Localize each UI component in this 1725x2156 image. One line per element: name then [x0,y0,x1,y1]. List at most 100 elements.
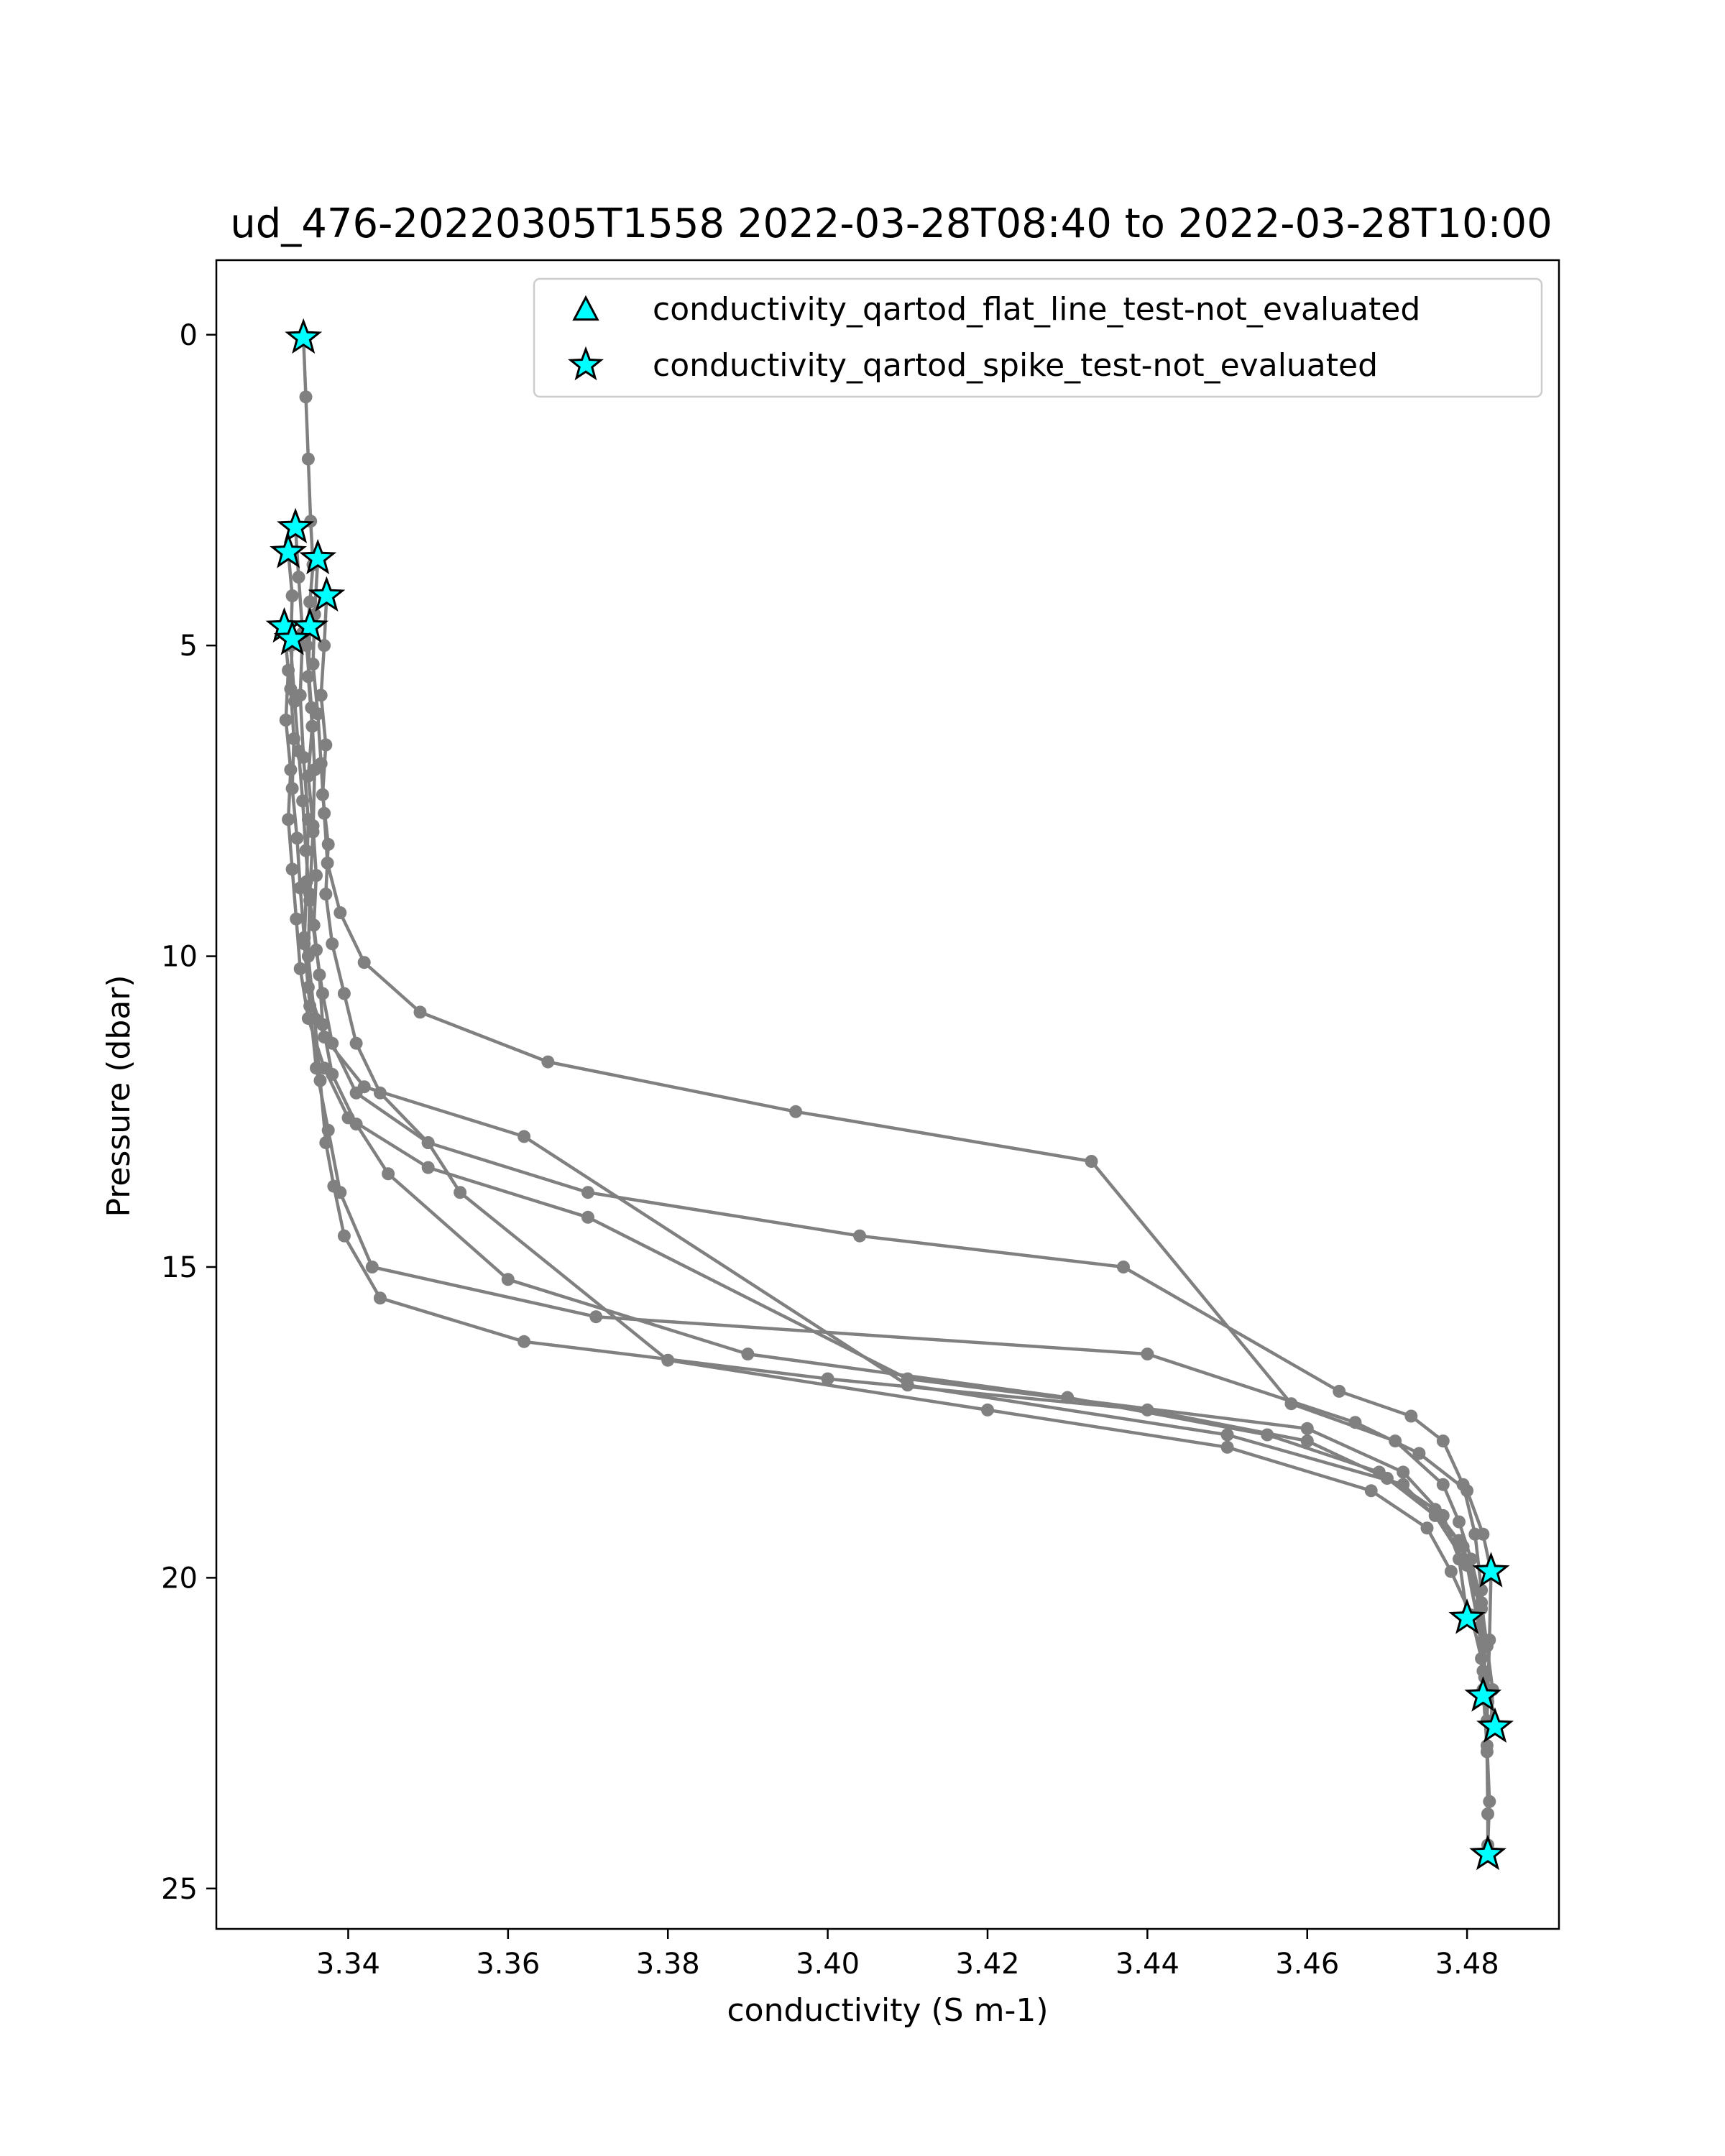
y-tick-label: 5 [180,630,198,663]
profile-point [1300,1422,1314,1435]
profile-point [292,745,305,758]
profile-point [541,1055,555,1069]
star-marker [299,538,337,575]
profile-point [382,1167,395,1181]
profile-point [1220,1440,1234,1454]
profile-point [421,1136,435,1149]
profile-point [284,682,298,696]
profile-point [303,595,317,609]
y-tick-label: 25 [161,1873,198,1906]
profile-point [1481,1807,1494,1820]
x-tick-label: 3.40 [796,1948,860,1981]
x-axis-ticks: 3.34 3.36 3.38 3.40 3.42 3.44 3.46 3.48 [316,1929,1499,1981]
profile-point [518,1130,531,1143]
star-marker [308,576,346,612]
profile-lines [277,331,1499,1858]
y-tick-label: 15 [161,1251,198,1284]
profile-point [321,837,335,851]
profile-point [318,1031,331,1044]
legend-label: conductivity_qartod_spike_test-not_evalu… [653,347,1378,384]
profile-point [1117,1261,1130,1273]
profile-point [1444,1565,1458,1578]
y-tick-label: 20 [161,1562,198,1595]
profile-point [1483,1795,1496,1808]
profile-point [901,1378,914,1392]
legend-entries: conductivity_qartod_flat_line_test-not_e… [568,291,1420,384]
profile-point [326,937,339,951]
profile-point [373,1291,387,1305]
profile-point [1453,1552,1466,1566]
profile-point [293,881,307,895]
profile-point [305,719,319,733]
profile-point [285,782,299,796]
profile-point [1220,1428,1234,1442]
legend-star-icon [568,346,604,381]
profile-point [581,1186,594,1199]
profile-point [1420,1521,1434,1535]
profile-point [1333,1384,1346,1398]
star-marker [273,619,311,655]
profile-point [421,1161,435,1174]
profile-point [337,987,351,1000]
profile-point [1364,1484,1378,1498]
plot-frame [215,259,1560,1930]
x-tick-label: 3.48 [1435,1948,1499,1981]
profile-line-5 [319,595,1490,1703]
profile-point [1478,1670,1491,1684]
x-axis-label: conductivity (S m-1) [727,1992,1048,2029]
profile-point [301,1012,315,1026]
profile-point [741,1348,755,1361]
profile-point [1453,1534,1466,1547]
star-marker [1472,1552,1510,1588]
profile-point [581,1210,594,1224]
profile-point [1389,1434,1402,1448]
profile-point [301,769,315,783]
profile-point [301,670,315,683]
profile-point [306,819,320,832]
profile-point [1061,1391,1075,1404]
profile-point [301,452,315,466]
legend-box [533,277,1543,398]
profile-point [789,1105,803,1118]
profile-point [1468,1527,1482,1541]
profile-point [316,987,329,1000]
profile-point [296,794,310,808]
profile-point [313,968,326,982]
x-tick-label: 3.36 [476,1948,540,1981]
profile-point [1085,1155,1098,1168]
profile-point [821,1372,834,1386]
profile-point [293,962,307,975]
profile-point [349,1118,363,1131]
profile-point [413,1005,427,1019]
profile-point [298,931,311,944]
star-marker [1448,1598,1486,1634]
star-marker [1476,1707,1514,1743]
star-marker [1469,1834,1506,1871]
profile-point [1261,1428,1274,1442]
profile-line-4 [311,558,1494,1727]
profile-point [285,862,299,876]
profile-point [357,1080,371,1094]
profile-point [1300,1434,1314,1448]
profile-line-2 [293,527,1493,1721]
profile-point [1480,1745,1494,1759]
y-tick-label: 0 [180,319,198,352]
profile-point [349,1036,363,1050]
profile-point [316,788,329,801]
profile-point [518,1335,531,1348]
star-marker [277,507,315,543]
profile-point [321,1123,335,1137]
profile-point [365,1261,379,1273]
profile-point [334,906,347,919]
y-tick-label: 10 [161,941,198,974]
profile-point [1397,1465,1410,1479]
y-axis-label: Pressure (dbar) [101,975,137,1217]
legend-triangle-icon [572,295,599,321]
profile-point [1141,1348,1154,1361]
profile-point [285,589,299,602]
profile-point [501,1273,515,1286]
x-tick-label: 3.34 [316,1948,380,1981]
profile-point [1436,1434,1450,1448]
profile-point [303,893,317,907]
